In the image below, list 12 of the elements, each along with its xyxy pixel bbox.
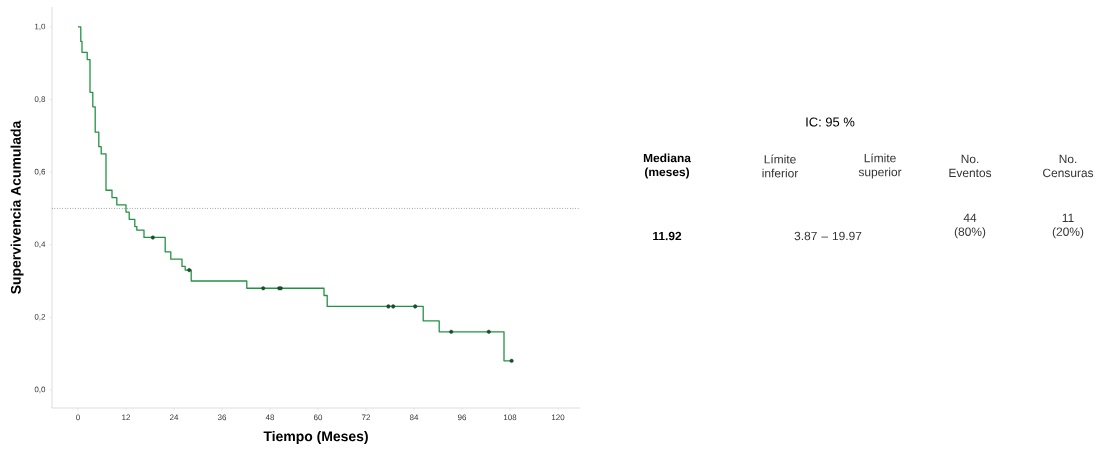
text: 3.87 – 19.97 [794, 231, 862, 241]
text: 11 (20%) [1052, 213, 1084, 239]
text: 11.92 [653, 231, 682, 241]
text: Límite superior [858, 153, 902, 179]
text: IC: 95 % [806, 117, 855, 127]
text: No. Censuras [1043, 154, 1094, 178]
text: 44 (80%) [954, 213, 986, 239]
x-axis-title: Tiempo (Meses) [263, 431, 368, 445]
text: Límite inferior [762, 154, 799, 178]
y-axis-title: Supervivencia Acumulada [10, 120, 24, 294]
text: Mediana (meses) [643, 153, 691, 179]
text: No. Eventos [949, 154, 992, 178]
